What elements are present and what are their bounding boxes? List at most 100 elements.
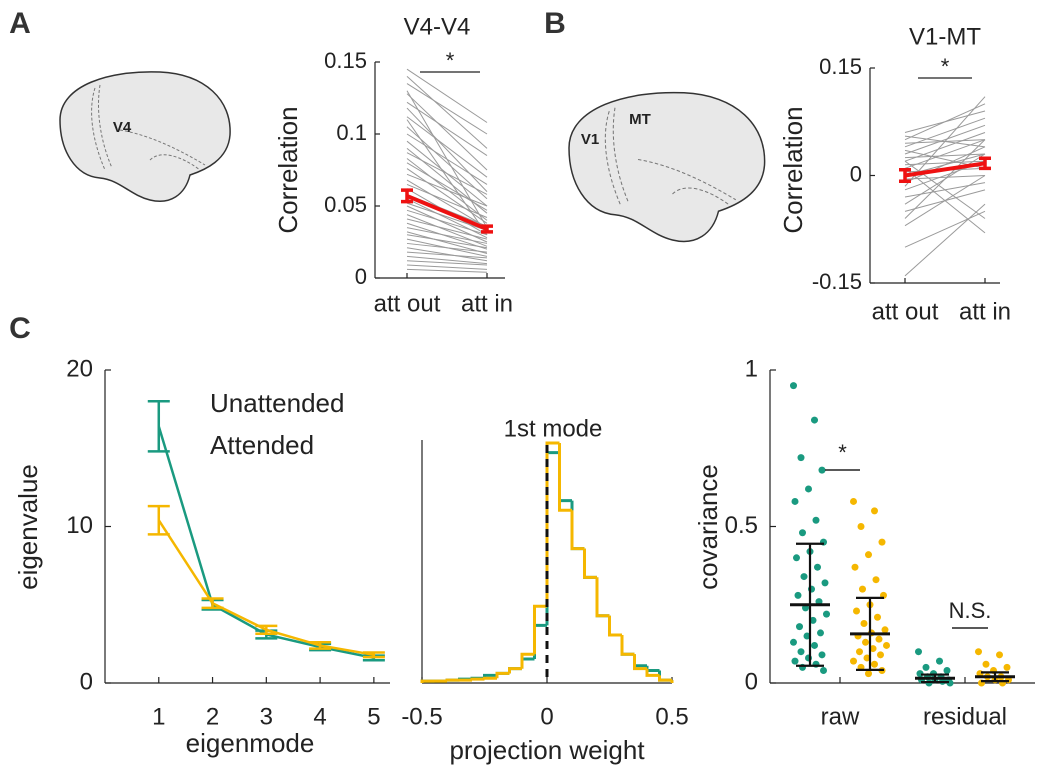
data-point [869, 645, 877, 653]
x-tick-label: 5 [367, 703, 380, 730]
pair-line [904, 132, 986, 162]
data-point [817, 629, 824, 637]
data-point [883, 641, 890, 649]
data-point [871, 660, 878, 668]
data-point [915, 648, 922, 656]
histogram-step [633, 654, 647, 668]
brain-a [59, 71, 231, 202]
mean-line [904, 161, 986, 178]
data-point [853, 607, 860, 615]
x-tick-label: 4 [313, 703, 326, 730]
data-point [863, 654, 871, 662]
error-bar [201, 597, 224, 610]
pair-line [406, 152, 488, 195]
histogram-step [483, 676, 497, 680]
histogram-step [495, 671, 510, 679]
error-bar [921, 673, 949, 684]
x-tick-label: -0.5 [401, 703, 442, 730]
mean-error-bar [979, 156, 991, 171]
series-line [157, 425, 375, 660]
pair-line [904, 124, 986, 155]
pair-line [406, 162, 488, 211]
x-tick-label: att in [461, 290, 513, 317]
pair-line [406, 76, 488, 149]
pair-line [406, 255, 488, 265]
x-axis-label: projection weight [449, 735, 645, 765]
histogram-step [645, 668, 660, 677]
y-tick-label: 0.15 [819, 54, 862, 79]
histogram-step [420, 679, 435, 683]
pair-line [406, 168, 488, 224]
pair-line [406, 93, 488, 171]
y-axis-label: Correlation [273, 106, 303, 233]
data-point [811, 416, 818, 424]
mean-error-bar [899, 168, 911, 183]
y-tick-label: 0 [80, 668, 93, 695]
data-point [797, 648, 805, 656]
error-bar [147, 400, 170, 453]
histogram-step [583, 548, 597, 579]
pair-line [406, 247, 488, 262]
mean-line [406, 194, 488, 231]
data-point [823, 610, 830, 618]
histogram-step [570, 510, 585, 551]
x-tick-label: 0 [540, 703, 553, 730]
pair-line [406, 218, 488, 240]
data-point [874, 613, 881, 621]
data-point [996, 651, 1003, 659]
data-point [943, 666, 951, 674]
data-point [975, 648, 982, 656]
pair-line [904, 203, 986, 277]
data-point [922, 663, 930, 671]
y-tick-label: 0 [745, 668, 758, 695]
data-point [805, 485, 812, 493]
x-tick-label: raw [821, 703, 860, 730]
data-point [818, 651, 826, 659]
pair-line [406, 119, 488, 236]
error-bar [147, 504, 170, 536]
data-point [809, 616, 817, 624]
data-point [850, 657, 857, 665]
legend-label: Unattended [210, 388, 344, 418]
pair-line [406, 90, 488, 228]
pair-line [904, 160, 986, 219]
data-point [865, 551, 872, 559]
mode-label: 1st mode [504, 415, 603, 442]
data-point [851, 563, 859, 571]
y-tick-label: -0.15 [812, 269, 862, 294]
chart-title: V4-V4 [404, 13, 471, 40]
pair-line [406, 209, 488, 236]
y-tick-label: 0 [355, 264, 367, 289]
pair-line [904, 139, 986, 219]
error-bar [255, 624, 278, 635]
data-point [797, 454, 805, 462]
pair-line [406, 107, 488, 192]
data-point [791, 497, 799, 505]
data-point [860, 620, 868, 628]
y-tick-label: 10 [66, 512, 93, 539]
error-bar [362, 651, 385, 659]
y-axis-label: eigenvalue [13, 464, 43, 590]
significance-label: * [446, 48, 455, 73]
x-tick-label: att in [959, 298, 1011, 325]
x-tick-label: 0.5 [655, 703, 688, 730]
x-tick-label: 1 [152, 703, 165, 730]
histogram-step [620, 635, 635, 656]
mean-error-bar [401, 188, 413, 204]
data-point [982, 660, 990, 668]
y-tick-label: 20 [66, 355, 93, 382]
data-point [799, 529, 806, 537]
error-bar [309, 641, 332, 650]
pair-line [904, 153, 986, 159]
error-bar [856, 596, 884, 671]
chart-title: V1-MT [909, 23, 981, 50]
data-point [791, 657, 799, 665]
error-bar [796, 542, 824, 667]
histogram-step [633, 654, 647, 671]
y-tick-label: 0.5 [725, 512, 758, 539]
data-point [811, 641, 818, 649]
y-tick-label: 0 [850, 161, 862, 186]
histogram-step [545, 451, 560, 626]
data-point [881, 626, 889, 634]
pair-line [406, 222, 488, 250]
